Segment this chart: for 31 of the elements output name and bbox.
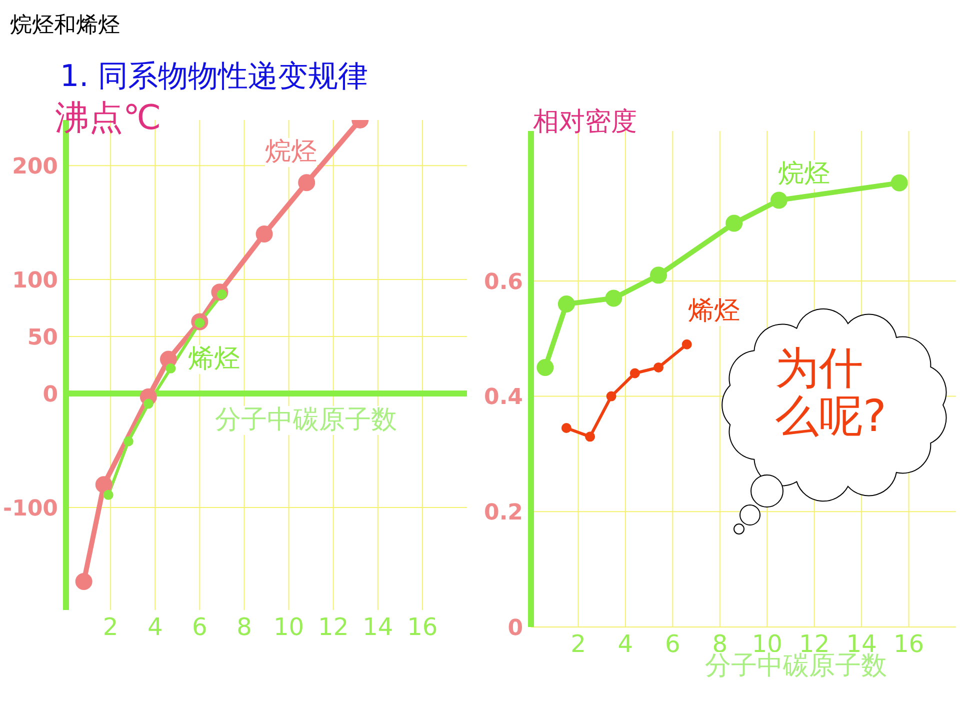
- x-tick-label: 6: [192, 613, 208, 642]
- series-label: 烷烃: [265, 137, 317, 167]
- series-label: 烯烃: [688, 296, 740, 326]
- y-tick-label: 0.4: [484, 385, 523, 410]
- series-label: 烯烃: [188, 344, 240, 374]
- y-axis-title: 相对密度: [533, 107, 637, 137]
- x-tick-label: 2: [102, 613, 118, 642]
- chart-title: 烷烃和烯烃: [10, 13, 120, 38]
- x-tick-label: 16: [894, 630, 924, 658]
- y-tick-label: 0: [42, 382, 58, 408]
- y-tick-label: 50: [27, 325, 58, 350]
- x-tick-label: 12: [318, 613, 349, 642]
- y-tick-label: 200: [12, 154, 58, 180]
- x-tick-label: 4: [618, 630, 634, 658]
- chart-subtitle: 1. 同系物物性递变规律: [60, 59, 368, 94]
- x-tick-label: 4: [147, 613, 163, 642]
- x-tick-label: 8: [236, 613, 252, 642]
- y-axis-title: 沸点℃: [55, 98, 162, 138]
- y-tick-label: 0.2: [484, 500, 523, 526]
- x-tick-label: 16: [407, 613, 438, 642]
- y-tick-label: 0: [508, 616, 523, 641]
- x-tick-label: 10: [274, 613, 304, 642]
- x-tick-label: 6: [665, 630, 680, 658]
- x-tick-label: 2: [570, 630, 586, 658]
- series-label: 烷烃: [778, 159, 830, 189]
- y-tick-label: 100: [12, 268, 58, 294]
- y-tick-label: 0.6: [484, 270, 523, 295]
- x-axis-title: 分子中碳原子数: [215, 405, 397, 435]
- x-tick-label: 14: [362, 613, 394, 642]
- y-tick-label: -100: [2, 496, 58, 522]
- annotation: 为什么呢?: [775, 343, 886, 442]
